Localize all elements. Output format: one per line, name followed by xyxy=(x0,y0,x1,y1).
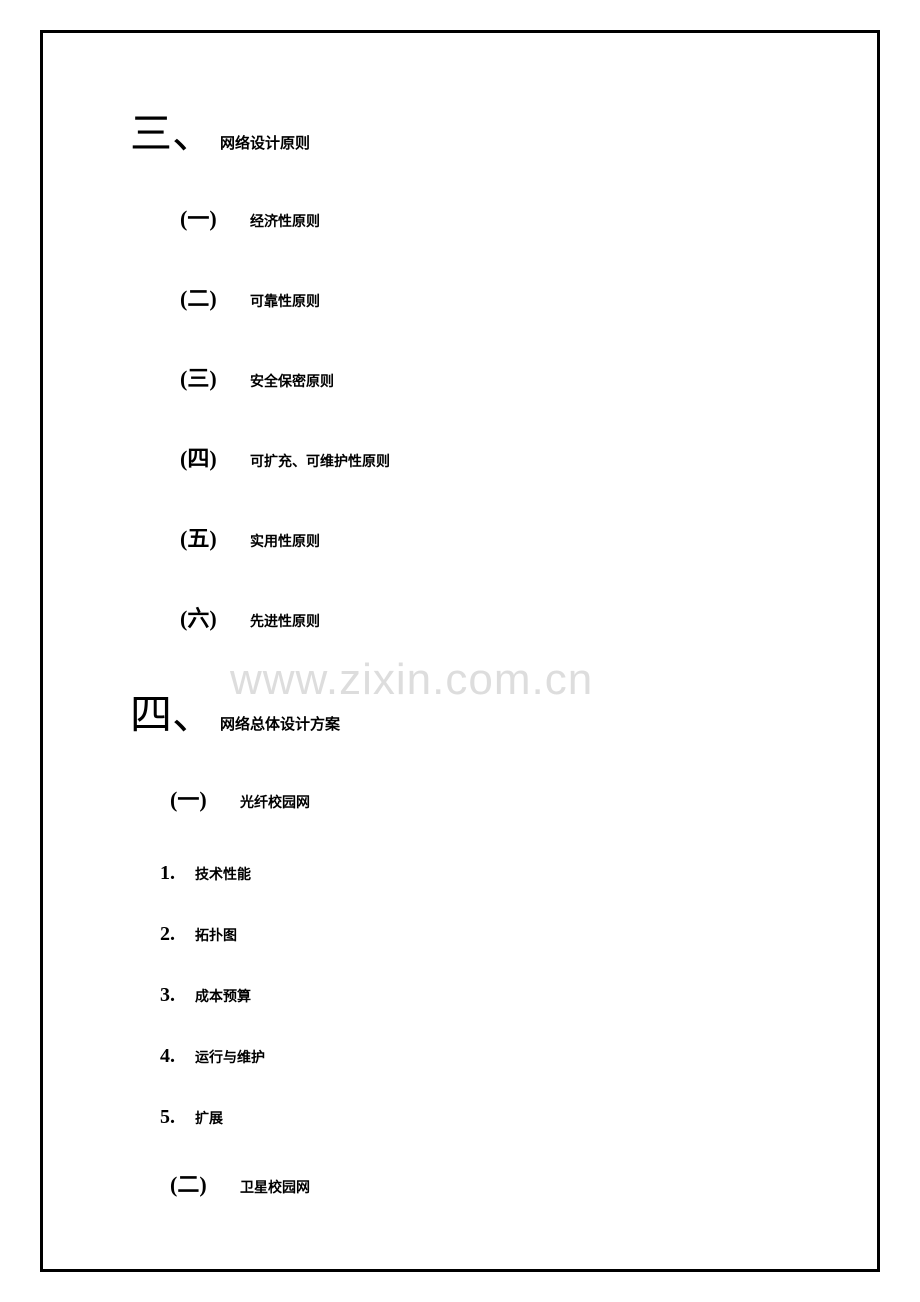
subsection-3-3: (三) 安全保密原则 xyxy=(180,361,840,393)
item-4-1-1: 1. 技术性能 xyxy=(160,862,840,885)
subsection-number: (一) xyxy=(180,201,250,233)
section-number: 三、 xyxy=(130,100,220,161)
subsection-3-2: (二) 可靠性原则 xyxy=(180,281,840,313)
subsection-3-1: (一) 经济性原则 xyxy=(180,201,840,233)
subsection-title: 先进性原则 xyxy=(250,611,320,631)
item-title: 成本预算 xyxy=(195,986,251,1006)
subsection-3-6: (六) 先进性原则 xyxy=(180,601,840,633)
subsection-number: (三) xyxy=(180,361,250,393)
item-title: 技术性能 xyxy=(195,864,251,884)
document-content: 三、 网络设计原则 (一) 经济性原则 (二) 可靠性原则 (三) 安全保密原则… xyxy=(130,100,840,1247)
subsection-number: (六) xyxy=(180,601,250,633)
section-title: 网络总体设计方案 xyxy=(220,713,340,734)
item-4-1-4: 4. 运行与维护 xyxy=(160,1045,840,1068)
section-3-heading: 三、 网络设计原则 xyxy=(130,100,840,161)
subsection-title: 安全保密原则 xyxy=(250,371,334,391)
item-title: 拓扑图 xyxy=(195,925,237,945)
subsection-4-1: (一) 光纤校园网 xyxy=(170,782,840,814)
section-title: 网络设计原则 xyxy=(220,132,310,153)
item-number: 4. xyxy=(160,1045,195,1068)
subsection-number: (一) xyxy=(170,782,240,814)
item-number: 3. xyxy=(160,984,195,1007)
subsection-4-2: (二) 卫星校园网 xyxy=(170,1167,840,1199)
subsection-number: (四) xyxy=(180,441,250,473)
subsection-title: 经济性原则 xyxy=(250,211,320,231)
item-title: 运行与维护 xyxy=(195,1047,265,1067)
item-4-1-3: 3. 成本预算 xyxy=(160,984,840,1007)
subsection-title: 可扩充、可维护性原则 xyxy=(250,451,390,471)
subsection-number: (五) xyxy=(180,521,250,553)
subsection-title: 光纤校园网 xyxy=(240,792,310,812)
subsection-3-4: (四) 可扩充、可维护性原则 xyxy=(180,441,840,473)
subsection-title: 可靠性原则 xyxy=(250,291,320,311)
subsection-number: (二) xyxy=(180,281,250,313)
subsection-title: 卫星校园网 xyxy=(240,1177,310,1197)
item-number: 5. xyxy=(160,1106,195,1129)
item-number: 2. xyxy=(160,923,195,946)
item-4-1-5: 5. 扩展 xyxy=(160,1106,840,1129)
item-4-1-2: 2. 拓扑图 xyxy=(160,923,840,946)
subsection-number: (二) xyxy=(170,1167,240,1199)
section-4-heading: 四、 网络总体设计方案 xyxy=(130,681,840,742)
section-number: 四、 xyxy=(130,681,220,742)
subsection-title: 实用性原则 xyxy=(250,531,320,551)
item-number: 1. xyxy=(160,862,195,885)
item-title: 扩展 xyxy=(195,1108,223,1128)
subsection-3-5: (五) 实用性原则 xyxy=(180,521,840,553)
